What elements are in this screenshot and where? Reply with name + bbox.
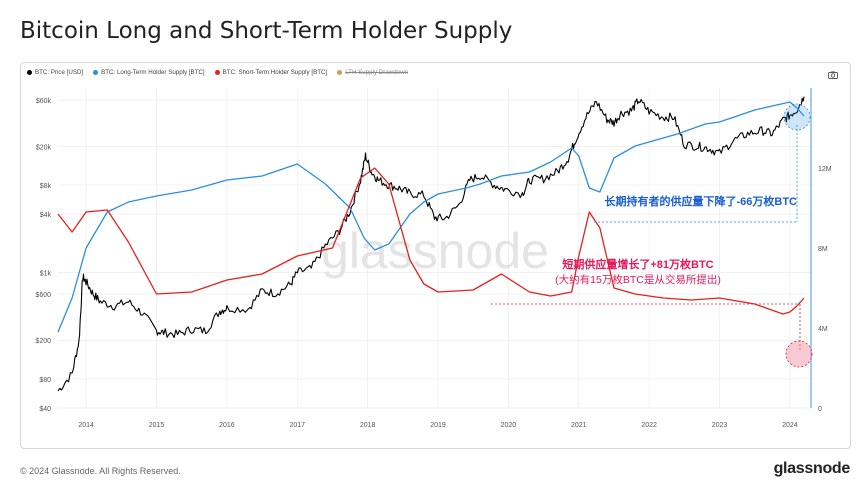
legend-dot-icon xyxy=(337,70,343,75)
legend-item-sth[interactable]: BTC: Short-Term Holder Supply [BTC] xyxy=(214,69,328,76)
legend-item-drawdown[interactable]: LTH Supply Drawdown xyxy=(337,69,408,76)
legend-item-price[interactable]: BTC: Price [USD] xyxy=(27,69,83,76)
footer-logo: glassnode xyxy=(773,460,851,477)
legend-dot-icon xyxy=(214,70,220,75)
legend-label: BTC: Long-Term Holder Supply [BTC] xyxy=(101,69,205,76)
page-title: Bitcoin Long and Short-Term Holder Suppl… xyxy=(20,18,513,44)
legend-label: BTC: Short-Term Holder Supply [BTC] xyxy=(222,69,328,76)
copyright-text: © 2024 Glassnode. All Rights Reserved. xyxy=(20,466,181,476)
legend-dot-icon xyxy=(27,70,32,75)
legend-label: LTH Supply Drawdown xyxy=(345,69,409,76)
legend-dot-icon xyxy=(93,70,99,75)
camera-icon[interactable] xyxy=(828,71,838,79)
legend-item-lth[interactable]: BTC: Long-Term Holder Supply [BTC] xyxy=(93,69,205,76)
chart-frame xyxy=(20,62,851,449)
chart-legend: BTC: Price [USD] BTC: Long-Term Holder S… xyxy=(27,69,408,76)
legend-label: BTC: Price [USD] xyxy=(35,69,84,76)
